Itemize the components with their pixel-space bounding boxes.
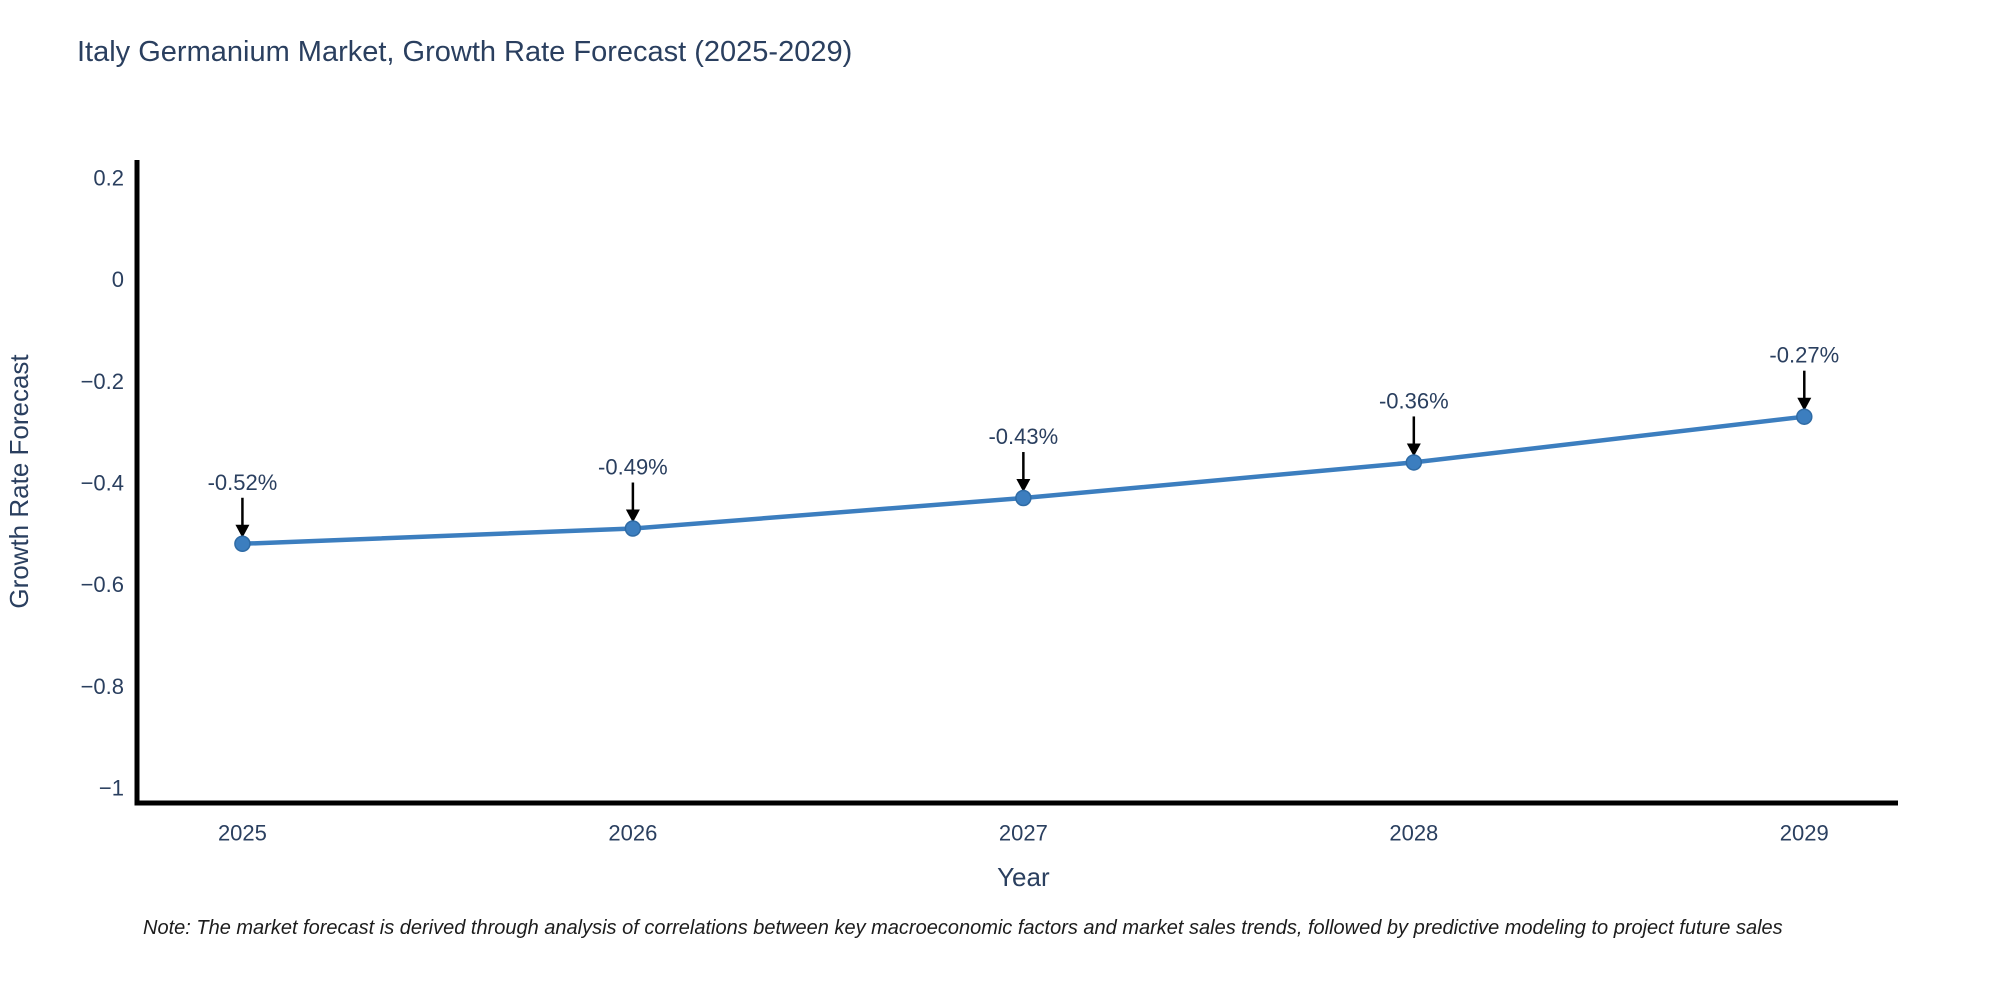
- point-value-label: -0.43%: [988, 424, 1058, 449]
- x-tick-label: 2027: [999, 821, 1048, 846]
- y-tick-label: −0.4: [81, 470, 124, 495]
- annotation-arrow-head: [625, 509, 640, 523]
- y-tick-label: −0.2: [81, 369, 124, 394]
- x-tick-label: 2029: [1780, 821, 1829, 846]
- point-value-label: -0.49%: [598, 455, 668, 480]
- y-tick-label: 0.2: [93, 165, 124, 190]
- point-value-label: -0.27%: [1769, 343, 1839, 368]
- x-axis-title: Year: [997, 862, 1050, 892]
- point-value-label: -0.36%: [1379, 388, 1449, 413]
- annotation-arrow-head: [1016, 479, 1031, 493]
- annotation-arrow-head: [1406, 443, 1421, 457]
- x-tick-label: 2025: [218, 821, 267, 846]
- annotation-arrow-head: [235, 524, 250, 538]
- x-tick-label: 2026: [608, 821, 657, 846]
- data-point-marker[interactable]: [1405, 454, 1423, 471]
- annotation-arrow-head: [1797, 397, 1812, 411]
- y-tick-label: −0.6: [81, 572, 124, 597]
- y-axis-title: Growth Rate Forecast: [4, 354, 34, 609]
- data-point-marker[interactable]: [234, 535, 251, 553]
- footnote-text: Note: The market forecast is derived thr…: [143, 917, 1783, 939]
- y-tick-label: 0: [112, 267, 124, 292]
- chart-title: Italy Germanium Market, Growth Rate Fore…: [77, 36, 853, 68]
- data-point-marker[interactable]: [1015, 489, 1032, 507]
- data-point-marker[interactable]: [1796, 408, 1813, 425]
- y-tick-label: −1: [99, 775, 124, 800]
- data-point-marker[interactable]: [624, 520, 642, 537]
- point-value-label: -0.52%: [208, 470, 278, 495]
- x-tick-label: 2028: [1389, 821, 1438, 846]
- y-tick-label: −0.8: [81, 674, 124, 699]
